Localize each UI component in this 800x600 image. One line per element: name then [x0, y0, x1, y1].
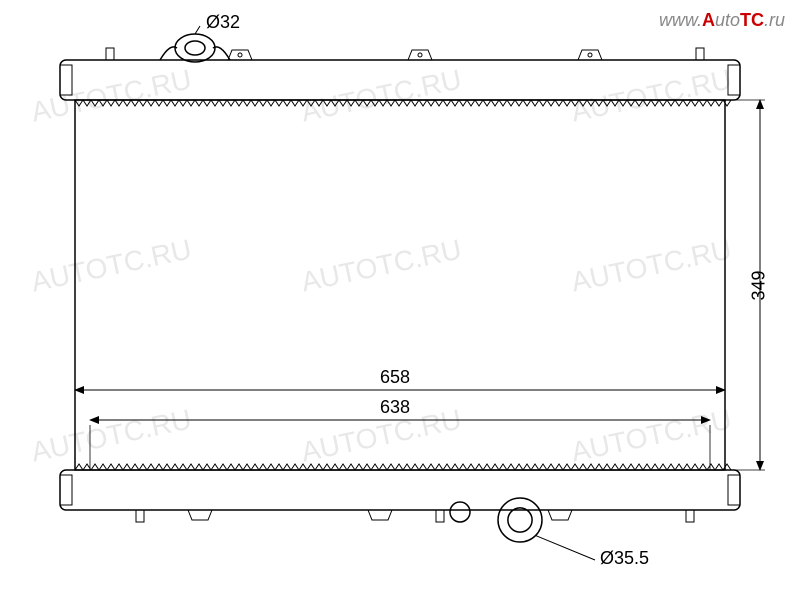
- dim-width-inner: 638: [380, 397, 410, 418]
- dim-filler-diameter: Ø32: [206, 12, 240, 33]
- radiator-drawing: [0, 0, 800, 600]
- dim-outlet-diameter: Ø35.5: [600, 548, 649, 569]
- dim-height: 349: [749, 270, 770, 300]
- dim-width-outer: 658: [380, 367, 410, 388]
